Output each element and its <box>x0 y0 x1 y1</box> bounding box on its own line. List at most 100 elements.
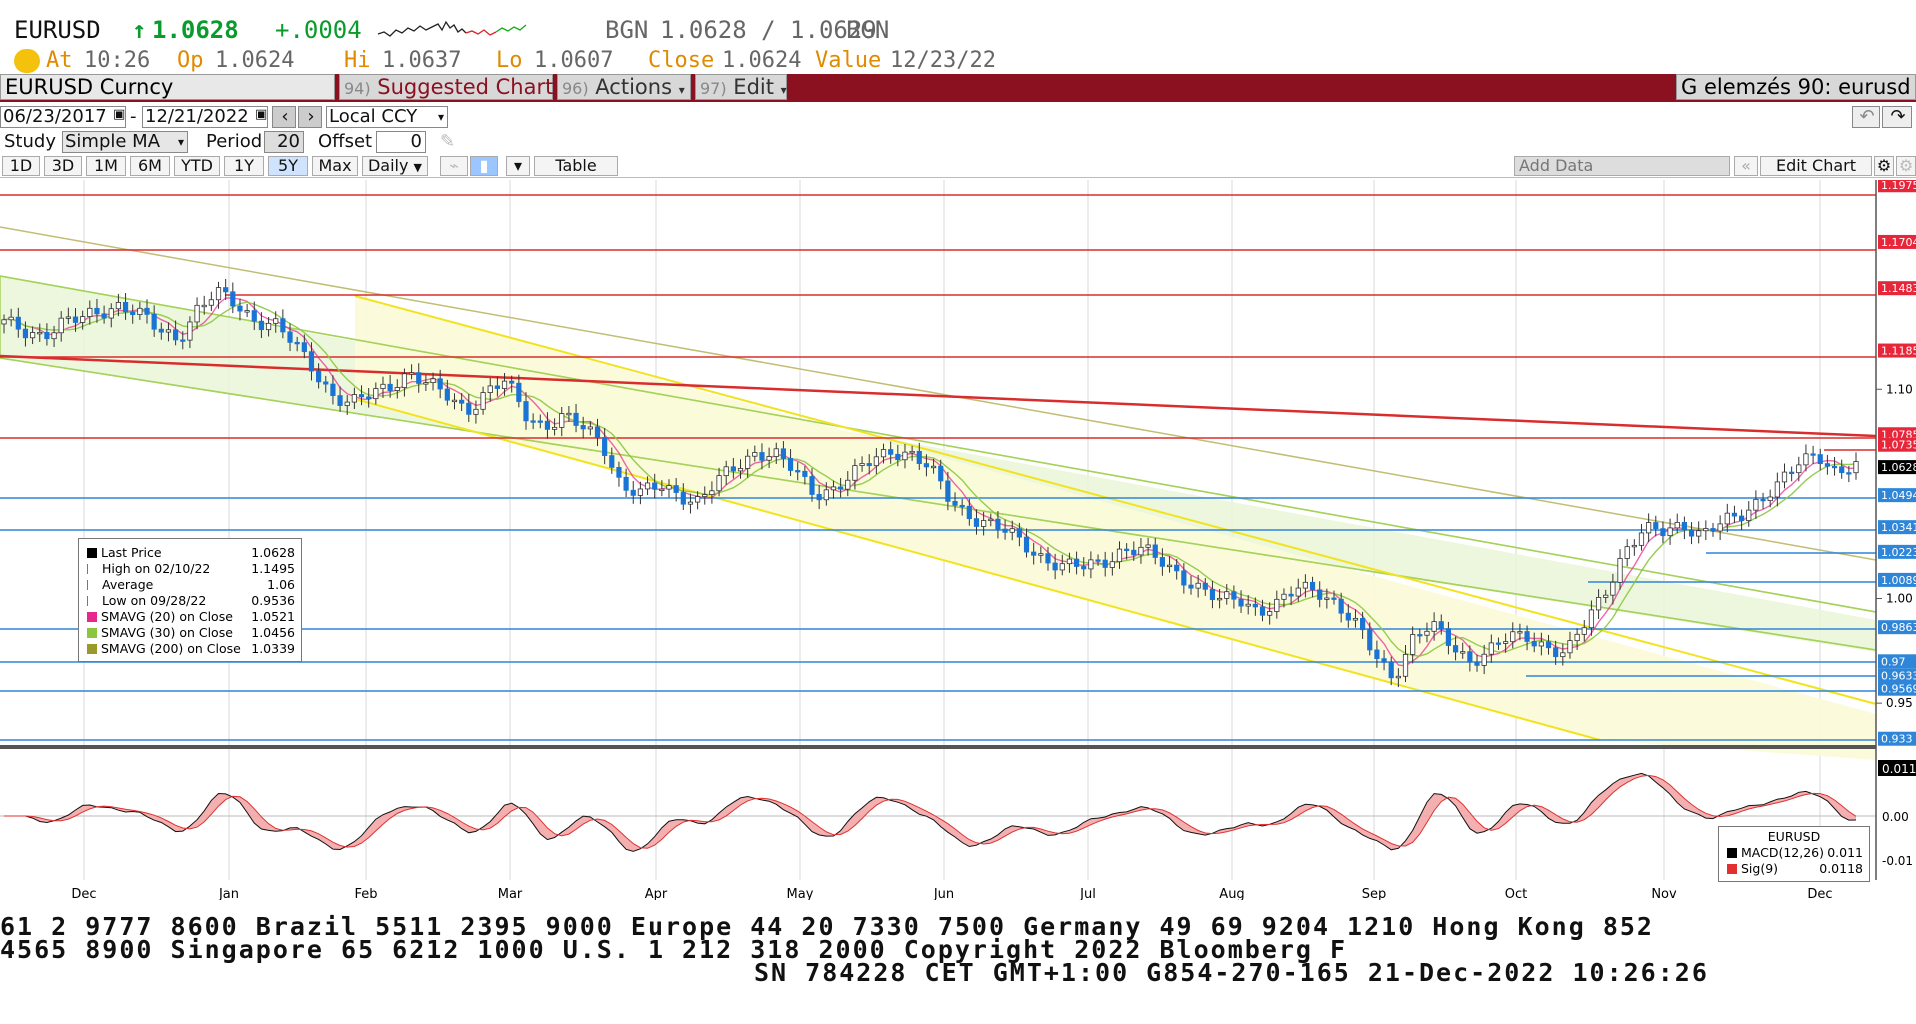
x-tick-label: Nov <box>1651 887 1677 900</box>
edit-button[interactable]: 97) Edit ▾ <box>695 74 787 100</box>
period-5y[interactable]: 5Y <box>268 156 308 176</box>
candle <box>866 454 872 475</box>
candle-chart-icon[interactable]: ▮ <box>470 156 498 176</box>
sparkline-icon <box>377 20 527 37</box>
legend-row: High on 02/10/22 <box>87 561 210 576</box>
candle <box>1638 523 1645 551</box>
actions-button[interactable]: 96) Actions ▾ <box>557 74 691 100</box>
candle <box>1710 522 1716 537</box>
calendar-icon[interactable]: ▣ <box>255 107 268 122</box>
candle <box>165 322 172 342</box>
candle <box>702 486 708 505</box>
period-bar: 1D 3D 1M 6M YTD 1Y 5Y Max Daily ▼ ⌁ ▮ ▾ … <box>0 155 1916 178</box>
x-tick-label: Apr <box>645 887 668 900</box>
candle <box>37 323 43 342</box>
calendar-icon[interactable]: ▣ <box>113 107 126 122</box>
candle <box>845 471 851 497</box>
candle <box>337 386 343 412</box>
candle <box>1309 576 1316 598</box>
period-6m[interactable]: 6M <box>130 156 170 176</box>
period-1y[interactable]: 1Y <box>224 156 264 176</box>
caret-down-icon: ▾ <box>780 83 787 97</box>
study-select[interactable]: Simple MA ▾ <box>62 131 188 153</box>
settings-icon[interactable]: ⚙ <box>1874 156 1894 176</box>
clock-gauge-icon[interactable] <box>14 49 40 73</box>
candle <box>1567 631 1573 659</box>
candle <box>1810 445 1816 465</box>
table-button[interactable]: Table <box>534 156 618 176</box>
add-data-field[interactable]: Add Data <box>1514 156 1730 176</box>
legend-swatch <box>87 548 97 558</box>
macd-legend[interactable]: EURUSD MACD(12,26) 0.011 Sig(9) 0.0118 <box>1718 826 1870 882</box>
pencil-icon[interactable]: ✎ <box>440 131 456 152</box>
gear-icon[interactable]: ⚙ <box>1896 156 1916 176</box>
candle <box>1145 537 1151 556</box>
period-1d[interactable]: 1D <box>2 156 40 176</box>
legend-value: 1.1495 <box>251 561 295 576</box>
candle <box>1231 585 1237 609</box>
edit-num: 97) <box>700 79 727 98</box>
candle <box>265 316 272 337</box>
candle <box>1202 577 1208 596</box>
candle <box>144 299 150 324</box>
candle <box>1624 539 1630 567</box>
period-max[interactable]: Max <box>312 156 358 176</box>
candle <box>358 385 365 406</box>
legend-label: High on 02/10/22 <box>102 561 211 576</box>
footer-line-2: 4565 8900 Singapore 65 6212 1000 U.S. 1 … <box>0 935 1348 964</box>
offset-field[interactable]: 0 <box>376 131 426 153</box>
candle <box>1817 448 1823 471</box>
candle <box>1581 619 1587 642</box>
suggested-label: Suggested Charts <box>377 75 565 99</box>
candle <box>80 310 86 330</box>
candle <box>8 308 14 327</box>
candle <box>451 393 458 410</box>
chart-type-caret-icon[interactable]: ▾ <box>506 156 530 176</box>
prev-arrow-icon[interactable]: ‹ <box>272 106 296 128</box>
candle <box>695 491 701 510</box>
price-chart[interactable]: 1.19751.17041.14831.11851.07851.07351.06… <box>0 180 1916 900</box>
suggested-charts-button[interactable]: 94) Suggested Charts <box>339 74 564 100</box>
undo-icon[interactable]: ↶ <box>1852 106 1880 128</box>
period-field[interactable]: 20 <box>264 131 304 153</box>
legend-row: SMAVG (30) on Close <box>87 625 233 640</box>
frequency-value: Daily <box>367 156 409 175</box>
collapse-icon[interactable]: « <box>1734 156 1758 176</box>
candle <box>716 467 722 497</box>
candle <box>1789 466 1795 482</box>
period-3d[interactable]: 3D <box>44 156 82 176</box>
candle <box>1059 554 1065 576</box>
chart-legend[interactable]: Last Price 1.0628 High on 02/10/22 1.1495 Av… <box>78 538 302 662</box>
candle <box>1688 522 1695 545</box>
price-level-label: 1.0341 <box>1878 520 1916 535</box>
edit-chart-button[interactable]: Edit Chart <box>1760 156 1872 176</box>
candle <box>401 368 408 397</box>
svg-text:0.011: 0.011 <box>1882 762 1916 776</box>
macd-legend-title: EURUSD <box>1767 829 1821 844</box>
yellow-channel <box>355 296 1876 760</box>
candle <box>1796 456 1802 482</box>
next-arrow-icon[interactable]: › <box>298 106 322 128</box>
candle <box>1753 490 1759 519</box>
start-date-field[interactable]: 06/23/2017 <box>0 106 126 128</box>
last-price: 1.0628 <box>152 16 239 44</box>
candle <box>895 444 901 467</box>
candle <box>1646 513 1652 543</box>
quote-source-2: BGN <box>846 16 890 44</box>
candle <box>330 375 336 405</box>
legend-value: 0.9536 <box>251 593 295 608</box>
end-date-field[interactable]: 12/21/2022 <box>142 106 268 128</box>
security-field[interactable]: EURUSD Curncy <box>0 74 335 100</box>
line-chart-icon[interactable]: ⌁ <box>440 156 468 176</box>
caret-down-icon: ▾ <box>437 110 444 124</box>
currency-select[interactable]: Local CCY ▾ <box>326 106 448 128</box>
hi-label: Hi <box>344 48 371 73</box>
y-tick-label: 0.95 <box>1886 696 1913 710</box>
period-ytd[interactable]: YTD <box>174 156 220 176</box>
period-1m[interactable]: 1M <box>86 156 126 176</box>
sig-label: Sig(9) <box>1741 861 1779 876</box>
frequency-select[interactable]: Daily ▼ <box>362 156 428 176</box>
candle <box>137 301 143 320</box>
redo-icon[interactable]: ↷ <box>1882 106 1912 128</box>
caret-down-icon: ▾ <box>177 135 184 149</box>
